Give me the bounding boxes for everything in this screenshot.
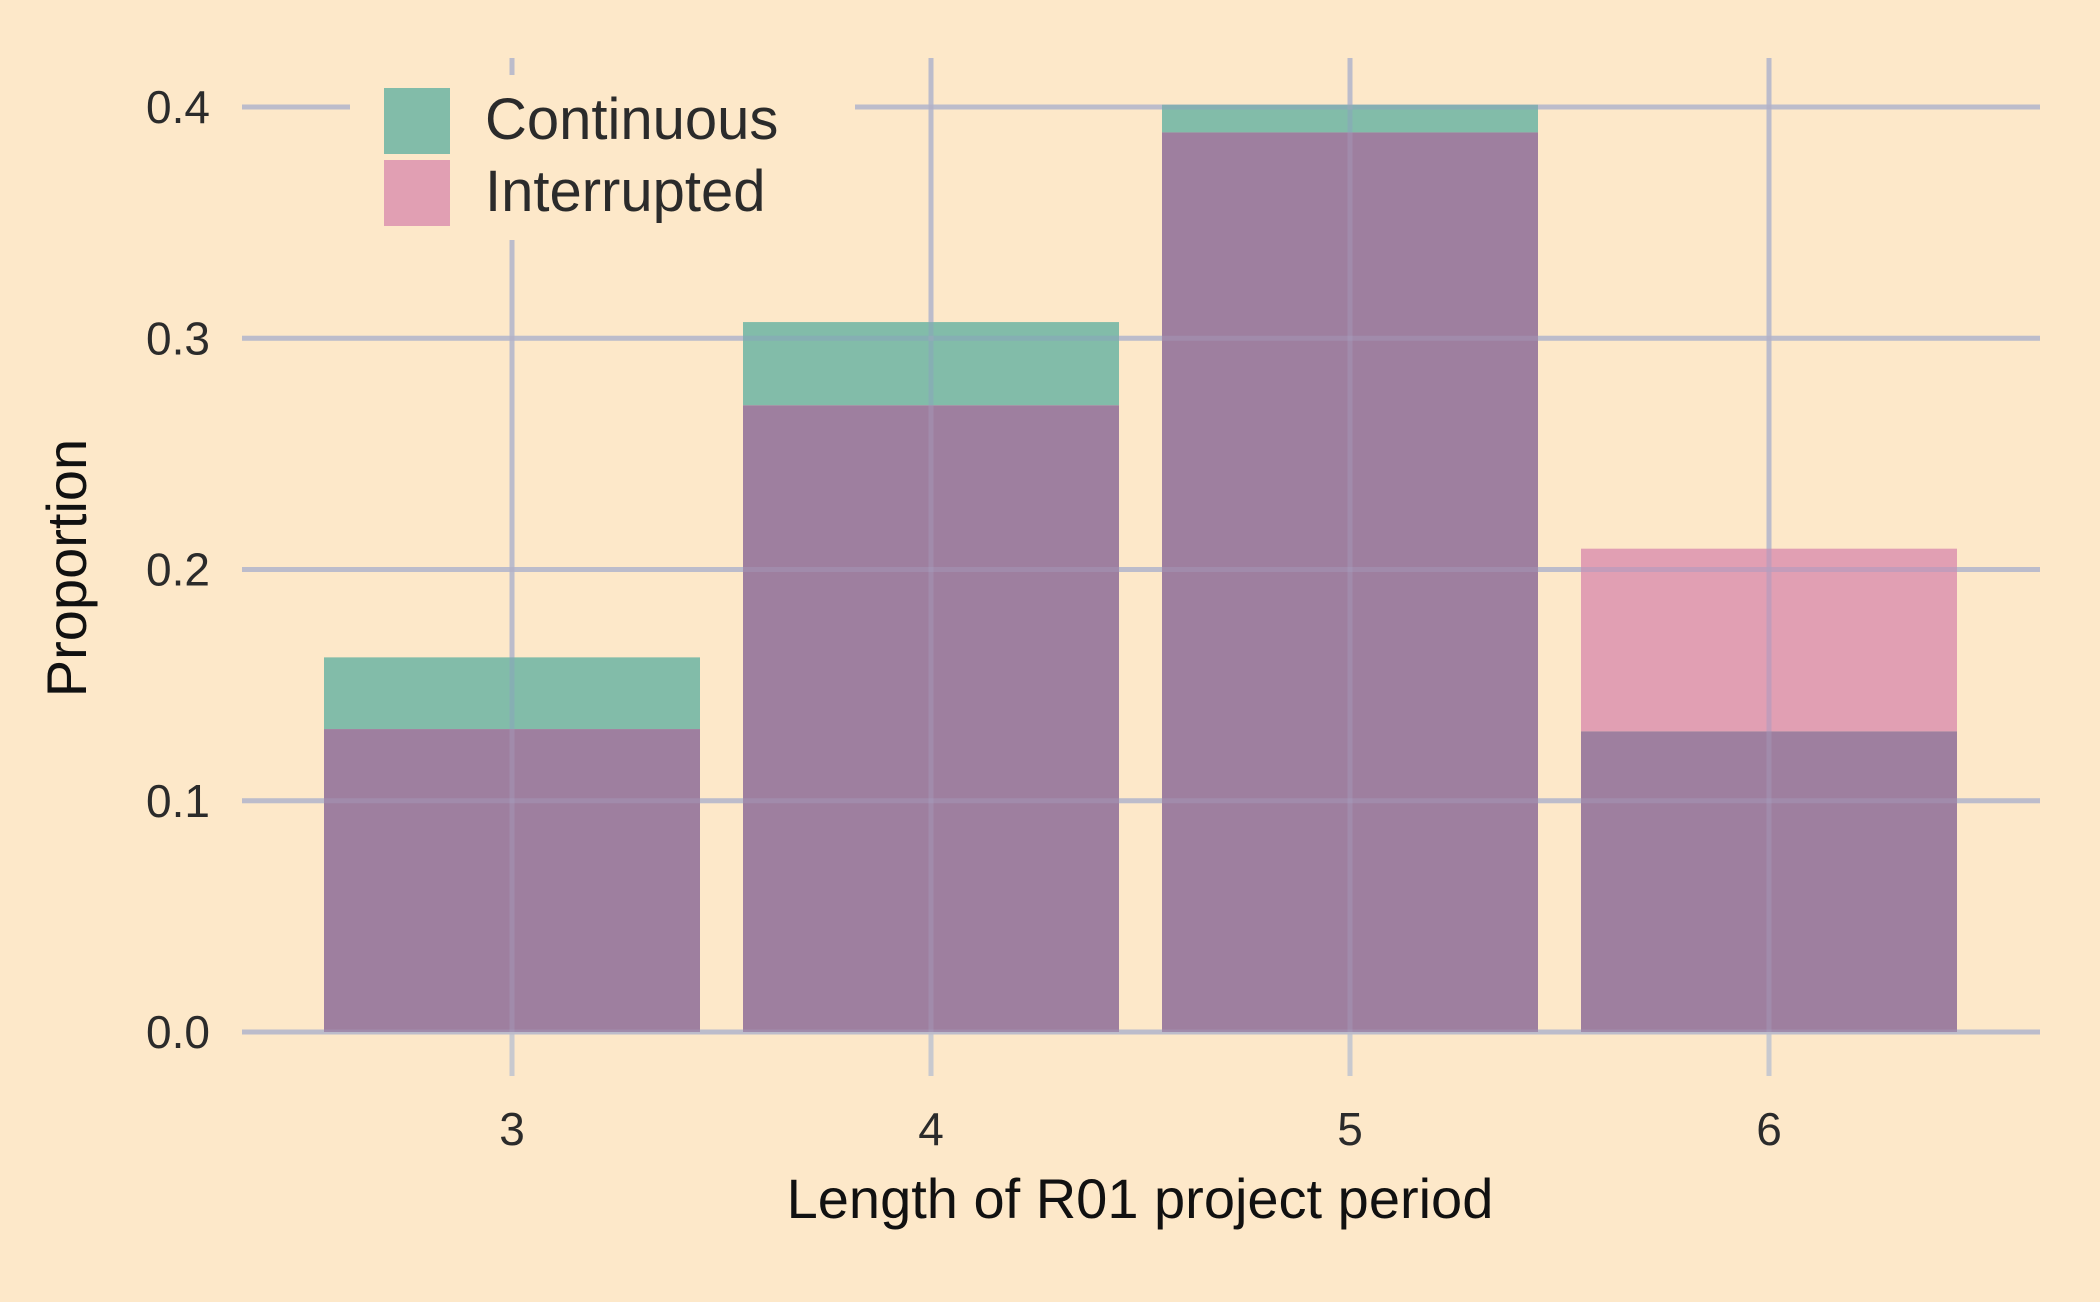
y-tick-label: 0.2: [146, 544, 210, 596]
legend-swatch-interrupted: [384, 160, 450, 226]
x-axis-title: Length of R01 project period: [787, 1167, 1494, 1230]
y-tick-label: 0.0: [146, 1006, 210, 1058]
bar-overlap-cat-4: [743, 405, 1119, 1032]
y-tick-label: 0.4: [146, 81, 210, 133]
legend: Continuous Interrupted: [350, 75, 855, 240]
ticks-layer: 0.0 0.1 0.2 0.3 0.4 3 4 5 6: [146, 81, 1782, 1155]
y-tick-label: 0.1: [146, 775, 210, 827]
legend-swatch-continuous: [384, 88, 450, 154]
x-tick-label: 3: [499, 1103, 525, 1155]
bar-continuous-cat-4: [743, 322, 1119, 406]
x-tick-label: 5: [1337, 1103, 1363, 1155]
bar-overlap-cat-3: [324, 729, 700, 1032]
x-tick-label: 6: [1756, 1103, 1782, 1155]
legend-label-interrupted: Interrupted: [485, 159, 766, 224]
bar-overlap-cat-6: [1581, 731, 1957, 1032]
y-axis-title: Proportion: [35, 439, 98, 697]
bar-continuous-cat-5: [1162, 104, 1538, 133]
x-tick-label: 4: [918, 1103, 944, 1155]
legend-label-continuous: Continuous: [485, 87, 778, 152]
bars-layer: [242, 58, 2040, 1035]
y-tick-label: 0.3: [146, 312, 210, 364]
bar-continuous-cat-3: [324, 657, 700, 730]
bar-overlap-cat-5: [1162, 132, 1538, 1032]
bar-interrupted-cat-6: [1581, 548, 1957, 732]
